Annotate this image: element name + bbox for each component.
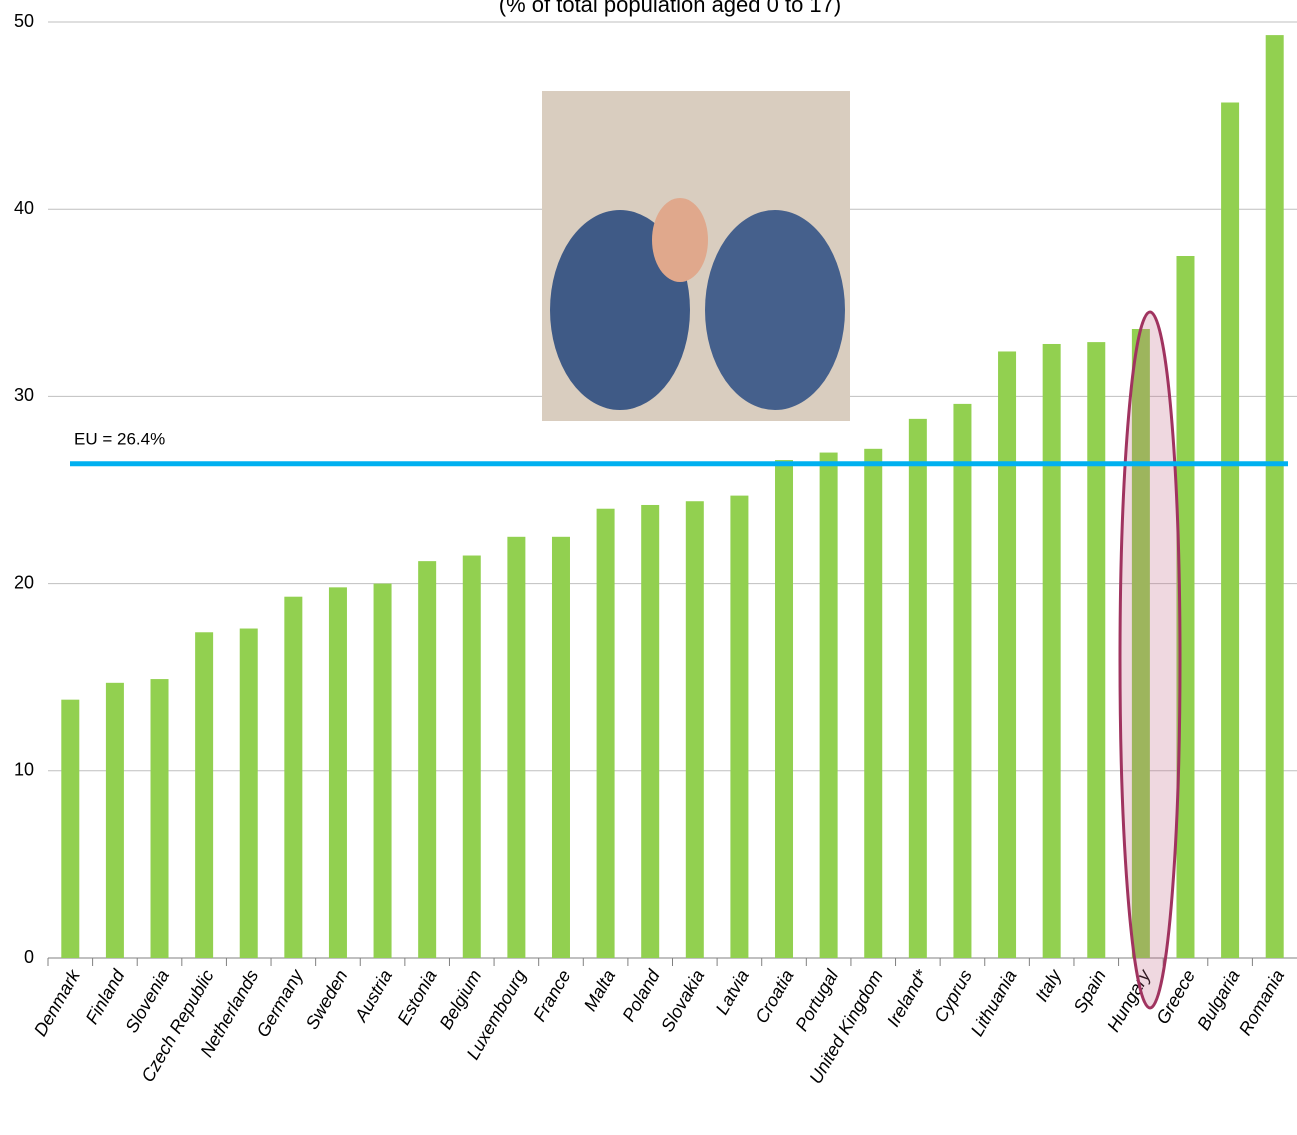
x-tick-label: Latvia: [712, 966, 753, 1018]
x-tick-label: Cyprus: [930, 966, 976, 1025]
bar: [239, 628, 258, 958]
bar: [284, 596, 303, 958]
y-tick-label: 20: [14, 572, 34, 592]
bar: [150, 679, 169, 958]
y-tick-label: 40: [14, 198, 34, 218]
bar: [61, 699, 80, 958]
bar: [373, 583, 392, 958]
y-tick-label: 30: [14, 385, 34, 405]
x-tick-label: Denmark: [30, 966, 84, 1040]
x-tick-label: Austria: [350, 966, 396, 1025]
bar: [418, 561, 437, 958]
bar: [1176, 256, 1195, 958]
y-tick-label: 50: [14, 11, 34, 31]
bar: [953, 403, 972, 958]
x-tick-label: Bulgaria: [1193, 966, 1243, 1033]
bar: [864, 448, 883, 958]
bar: [1221, 102, 1240, 959]
toe: [652, 198, 708, 282]
bar: [1087, 342, 1106, 958]
bar: [507, 536, 526, 958]
x-tick-label: Portugal: [791, 966, 842, 1035]
photo: [542, 91, 850, 421]
x-tick-label: Croatia: [751, 966, 797, 1026]
x-tick-label: France: [529, 966, 574, 1025]
x-tick-label: Italy: [1031, 966, 1065, 1005]
bar: [998, 351, 1017, 958]
bar: [1265, 35, 1284, 958]
bar: [908, 418, 927, 958]
x-tick-label: Slovakia: [657, 966, 708, 1035]
sock: [705, 210, 845, 410]
x-tick-label: Finland: [82, 966, 129, 1028]
bar: [551, 536, 570, 958]
y-tick-label: 10: [14, 760, 34, 780]
bar: [775, 460, 794, 958]
x-tick-label: Belgium: [436, 966, 486, 1032]
bar: [1131, 329, 1150, 958]
x-tick-label: Malta: [580, 966, 619, 1014]
x-tick-label: Poland: [618, 966, 664, 1025]
bar: [1042, 343, 1061, 958]
bar: [819, 452, 838, 958]
x-tick-label: Sweden: [302, 966, 352, 1032]
bar: [105, 682, 124, 958]
bar: [641, 504, 660, 958]
reference-label: EU = 26.4%: [74, 429, 165, 448]
chart-subtitle: (% of total population aged 0 to 17): [499, 0, 841, 17]
x-tick-label: Estonia: [393, 966, 440, 1028]
bar: [195, 632, 214, 958]
highlight-ellipse: [1118, 310, 1182, 1010]
bar: [462, 555, 481, 958]
bar: [596, 508, 615, 958]
x-tick-label: Ireland*: [883, 966, 932, 1031]
sock: [550, 210, 690, 410]
x-tick-label: Spain: [1070, 966, 1110, 1016]
bar: [328, 587, 347, 958]
y-tick-label: 0: [24, 947, 34, 967]
bar: [730, 495, 749, 958]
bar: [685, 501, 704, 958]
